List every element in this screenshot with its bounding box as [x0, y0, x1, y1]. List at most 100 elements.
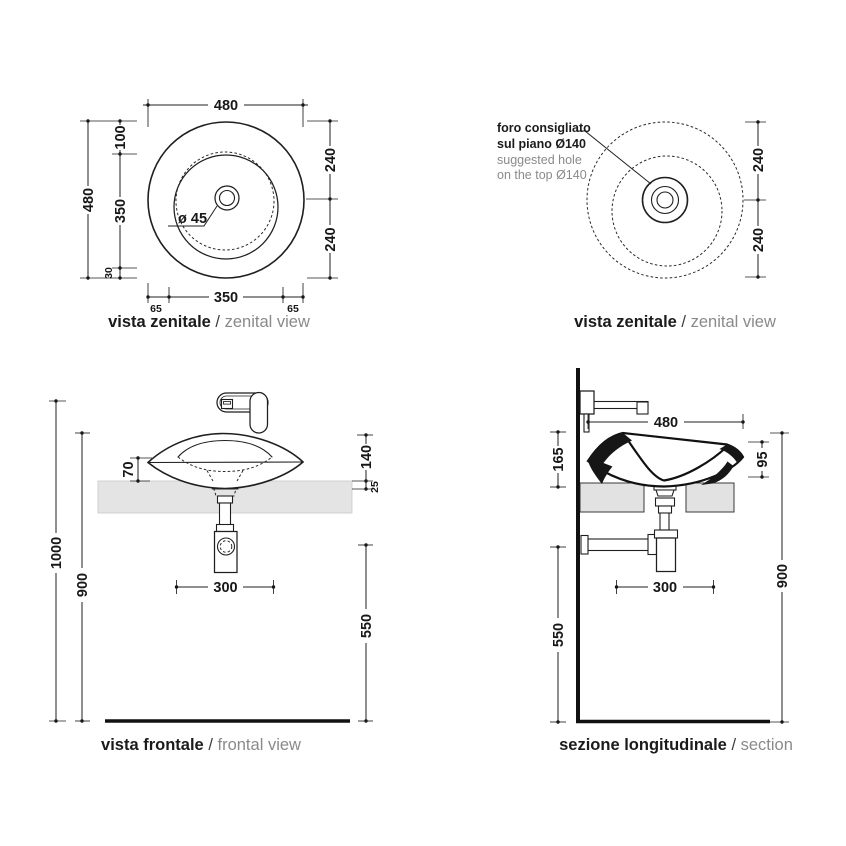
dim-label: 240 — [323, 227, 339, 251]
label-zenital-right: vista zenitale / zenital view — [525, 313, 825, 332]
view-section: 480 165 95 550 900 — [550, 368, 791, 724]
faucet — [216, 391, 269, 434]
view-zenital-right: 240 240 — [576, 120, 767, 279]
bowl-inner-surface — [625, 436, 728, 482]
faucet-wall-plate — [579, 390, 595, 415]
dim-label: 900 — [75, 573, 91, 597]
faucet-nozzle — [636, 401, 649, 415]
dim-drain-span-300: 300 — [174, 580, 276, 596]
label-english: zenital view — [224, 313, 310, 331]
drain-inner-circle — [656, 191, 674, 209]
faucet-handle — [249, 391, 269, 434]
drain-leader-line — [168, 205, 218, 227]
dim-label: 300 — [653, 580, 677, 596]
dim-label: 900 — [775, 564, 791, 588]
note-line-it-1: foro consigliato — [497, 121, 591, 135]
ceramic-cut-left — [588, 433, 632, 484]
label-separator: / — [203, 736, 218, 754]
dim-total-height-1000: 1000 — [49, 399, 66, 723]
ceramic-cut-right-band — [701, 461, 734, 485]
vessel-basin-section — [586, 431, 745, 488]
ceramic-cut-right-tip — [719, 444, 743, 462]
basin-outer-rim-circle — [147, 121, 305, 279]
dim-bottom-segments: 350 65 65 — [146, 283, 305, 315]
dim-label: 480 — [214, 98, 238, 114]
dim-front-height-95: 95 — [748, 440, 771, 479]
drain-outer-circle — [650, 185, 680, 215]
dim-label: 480 — [654, 415, 678, 431]
dim-left-segments: 100 350 30 — [103, 119, 137, 280]
dim-label: 140 — [359, 445, 375, 469]
dim-label: 350 — [113, 199, 129, 223]
dim-label: 350 — [214, 290, 238, 306]
dim-label: 480 — [81, 188, 97, 212]
dim-label: 300 — [213, 580, 237, 596]
label-zenital-left: vista zenitale / zenital view — [59, 313, 359, 332]
faucet-side — [579, 390, 649, 433]
drain-inner-circle — [218, 189, 236, 207]
dim-width-480: 480 — [586, 414, 745, 431]
dim-label: 65 — [287, 303, 299, 315]
drain-diameter-label: ø 45 — [178, 211, 207, 227]
dim-top-width: 480 — [143, 98, 308, 127]
dim-label: 165 — [551, 447, 567, 471]
dim-above-counter-140-25: 140 25 — [352, 433, 381, 493]
dim-label: 100 — [113, 125, 129, 149]
dim-right-halves: 240 240 — [306, 119, 339, 280]
drain-pipe-and-trap — [580, 511, 679, 573]
note-line-it-2: sul piano Ø140 — [497, 136, 586, 151]
drain-outer-circle — [214, 185, 240, 211]
label-italian: vista zenitale — [574, 313, 677, 331]
view-frontal: 1000 900 70 140 25 550 — [49, 391, 381, 723]
basin-inner-rim-circle — [173, 154, 279, 260]
basin-hidden-edge-circle — [175, 151, 275, 251]
label-english: frontal view — [217, 736, 301, 754]
label-italian: vista frontale — [101, 736, 204, 754]
dim-label: 70 — [121, 461, 137, 477]
dim-bowl-reveal-70: 70 — [121, 456, 152, 483]
label-italian: sezione longitudinale — [559, 736, 727, 754]
dim-label: 30 — [103, 267, 115, 279]
dim-label: 25 — [369, 481, 381, 493]
dim-label: 240 — [751, 148, 767, 172]
bottle-trap — [213, 530, 238, 574]
bottle-trap — [655, 537, 677, 573]
dim-rim-height-900: 900 — [770, 431, 791, 724]
label-section: sezione longitudinale / section — [526, 736, 826, 755]
countertop-cut-right — [685, 482, 735, 513]
drain-pipe-and-trap — [213, 495, 238, 574]
label-separator: / — [210, 313, 225, 331]
note-line-en-2: on the top Ø140 — [497, 168, 587, 183]
dim-rim-height-900: 900 — [75, 431, 91, 723]
dim-label: 550 — [551, 623, 567, 647]
dim-label: 95 — [755, 451, 771, 467]
dim-drain-span-300: 300 — [614, 580, 716, 596]
label-english: section — [740, 736, 793, 754]
countertop-cut-left — [579, 482, 645, 513]
label-separator: / — [676, 313, 691, 331]
suggested-hole-circle — [641, 176, 689, 224]
view-zenital-left: ø 45 480 480 100 350 30 — [80, 98, 339, 315]
label-italian: vista zenitale — [108, 313, 211, 331]
dim-right-halves: 240 240 — [744, 120, 767, 279]
dim-back-height-165: 165 — [550, 430, 567, 489]
dim-label: 550 — [359, 614, 375, 638]
basin-outline-dashed-circle — [586, 121, 744, 279]
label-separator: / — [726, 736, 741, 754]
dim-trap-height-550: 550 — [358, 543, 375, 723]
suggested-hole-note: foro consigliato sul piano Ø140 suggeste… — [497, 121, 591, 184]
label-frontal: vista frontale / frontal view — [51, 736, 351, 755]
dim-label: 1000 — [49, 537, 65, 569]
dim-label: 240 — [323, 148, 339, 172]
note-leader-line — [576, 130, 652, 185]
dim-left-total: 480 — [80, 119, 137, 280]
waste-pipe-to-wall — [587, 538, 651, 552]
dim-trap-height-550: 550 — [550, 545, 567, 724]
wall-flange — [580, 534, 589, 555]
vessel-basin — [146, 432, 305, 490]
label-english: zenital view — [690, 313, 776, 331]
dim-label: 240 — [751, 228, 767, 252]
dim-label: 65 — [150, 303, 162, 315]
